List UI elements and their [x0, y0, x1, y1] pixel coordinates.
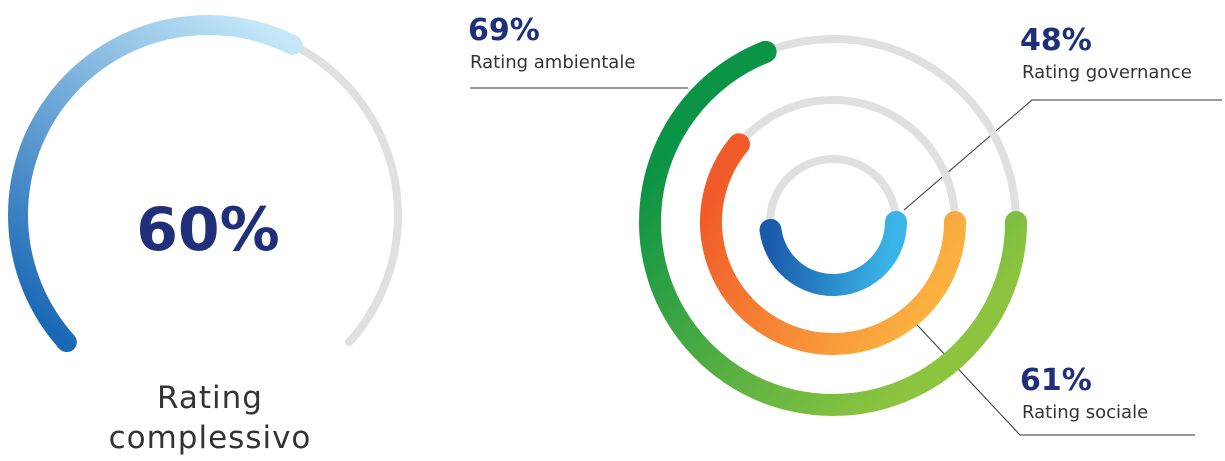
ring-label: Rating governance	[1022, 62, 1192, 83]
ring-label: Rating ambientale	[470, 52, 635, 73]
ring-arc	[759, 211, 907, 296]
ring-value: 61%	[1020, 363, 1092, 398]
ring-arc	[639, 40, 1027, 416]
gauge-arc	[8, 15, 303, 353]
leader-line	[904, 311, 1195, 436]
ring-value: 48%	[1020, 23, 1092, 58]
ring-label: Rating sociale	[1022, 402, 1148, 423]
ring-arc	[700, 133, 966, 355]
gauge-label: Rating complessivo	[108, 380, 312, 456]
gauge-value: 60%	[136, 195, 280, 265]
ring-value: 69%	[468, 13, 540, 48]
